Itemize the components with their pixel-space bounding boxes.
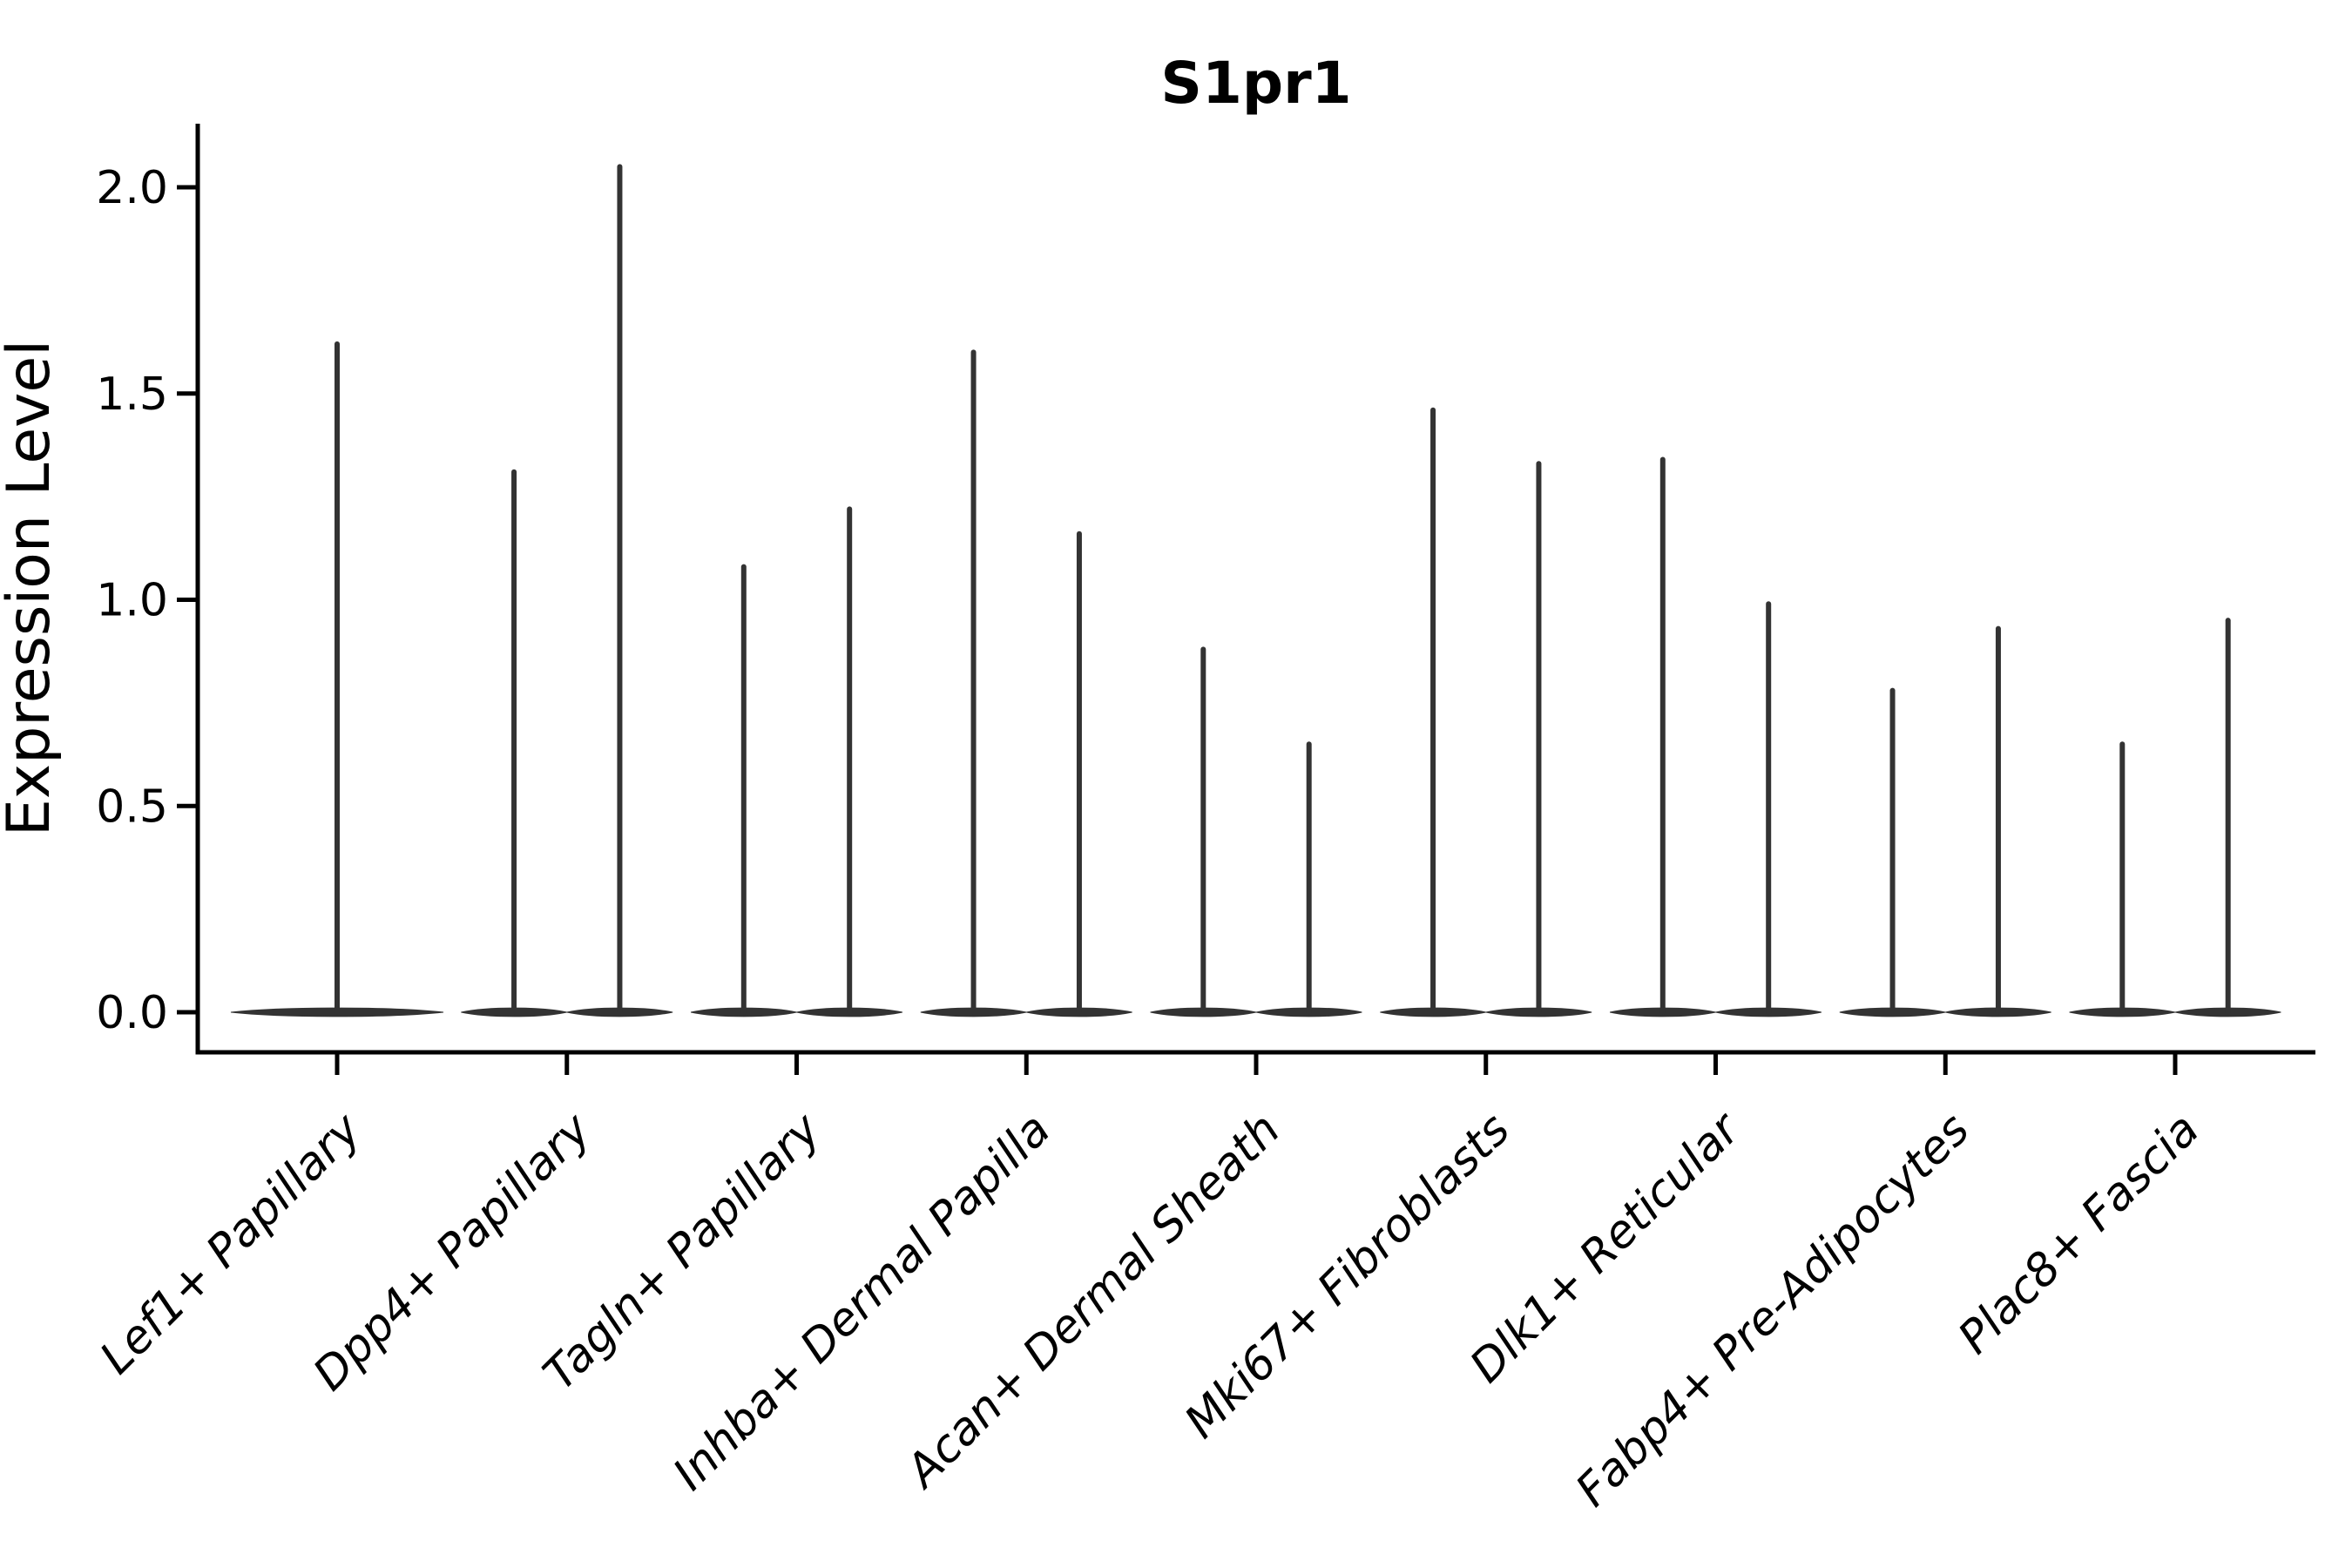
x-category-label: Plac8+ Fascia [1949,1104,2209,1364]
y-tick-label: 1.0 [96,575,168,627]
chart-title: S1pr1 [1160,50,1351,117]
y-tick-label: 0.5 [96,781,168,833]
x-category-label: Fabp4+ Pre-Adipocytes [1566,1104,1980,1517]
y-tick-label: 0.0 [96,987,168,1039]
x-category-label: Acan+ Dermal Sheath [895,1104,1290,1499]
y-tick-label: 2.0 [96,162,168,214]
y-axis-label: Expression Level [0,340,64,836]
y-tick-label: 1.5 [96,368,168,421]
x-category-label: Inhba+ Dermal Papilla [664,1104,1061,1501]
